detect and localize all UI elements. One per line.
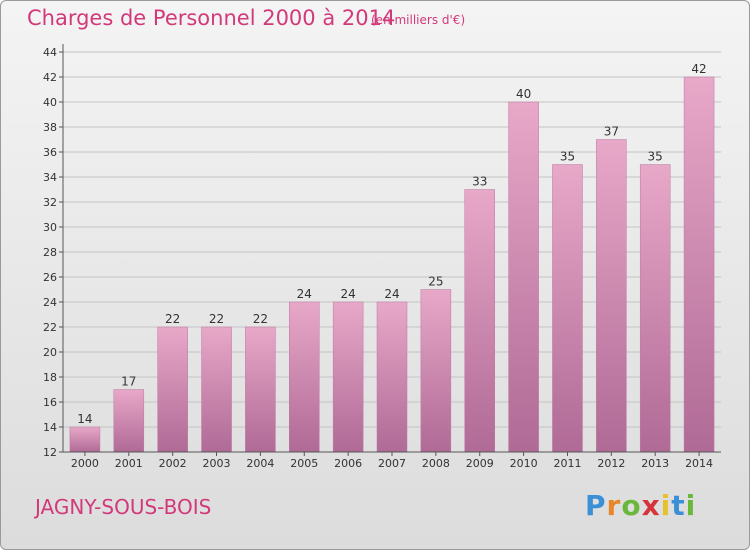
x-tick-label: 2007 <box>378 457 406 470</box>
y-tick-label: 44 <box>43 46 57 59</box>
bar-value-label: 37 <box>604 125 619 139</box>
y-tick-label: 34 <box>43 171 57 184</box>
bar <box>69 426 101 453</box>
bar-value-label: 22 <box>165 312 180 326</box>
bar <box>245 326 276 453</box>
bar <box>596 139 627 453</box>
bar <box>289 301 320 453</box>
bar-value-label: 22 <box>209 312 224 326</box>
x-tick-label: 2001 <box>115 457 143 470</box>
bar-value-label: 40 <box>516 87 531 101</box>
bar <box>464 189 495 453</box>
bar-value-label: 35 <box>648 150 663 164</box>
y-tick-label: 42 <box>43 71 57 84</box>
bar-value-label: 22 <box>253 312 268 326</box>
x-tick-label: 2014 <box>685 457 713 470</box>
bar <box>420 289 452 453</box>
x-tick-label: 2010 <box>510 457 538 470</box>
y-tick-label: 18 <box>43 371 57 384</box>
chart-title: Charges de Personnel 2000 à 2014 <box>27 6 396 30</box>
bar-value-label: 14 <box>77 412 92 426</box>
x-tick-label: 2011 <box>553 457 581 470</box>
bar <box>683 76 715 453</box>
bar-value-label: 35 <box>560 150 575 164</box>
bar-value-label: 42 <box>691 62 706 76</box>
y-tick-label: 20 <box>43 346 57 359</box>
x-tick-label: 2008 <box>422 457 450 470</box>
bar-value-label: 33 <box>472 175 487 189</box>
y-tick-label: 38 <box>43 121 57 134</box>
x-tick-label: 2009 <box>466 457 494 470</box>
y-tick-label: 24 <box>43 296 57 309</box>
bar-value-label: 24 <box>297 287 312 301</box>
bar <box>639 164 671 453</box>
bars: 14 17 22 22 22 24 24 24 25 33 40 35 37 35 42 <box>69 62 715 453</box>
x-tick-label: 2006 <box>334 457 362 470</box>
x-tick-label: 2012 <box>597 457 625 470</box>
x-tick-label: 2013 <box>641 457 669 470</box>
proxiti-logo: Proxiti <box>585 489 697 522</box>
axes: 12 14 16 18 20 22 24 26 28 30 32 34 36 38 40 42 44 2000 20… <box>43 44 721 470</box>
bar <box>332 301 364 453</box>
y-tick-label: 22 <box>43 321 57 334</box>
x-tick-label: 2004 <box>246 457 274 470</box>
y-tick-label: 12 <box>43 446 57 459</box>
bar-value-label: 24 <box>384 287 399 301</box>
x-tick-label: 2005 <box>290 457 318 470</box>
y-tick-label: 26 <box>43 271 57 284</box>
x-tick-label: 2000 <box>71 457 99 470</box>
y-tick-label: 14 <box>43 421 57 434</box>
bar <box>201 326 232 453</box>
bar-value-label: 24 <box>340 287 355 301</box>
y-tick-label: 28 <box>43 246 57 259</box>
y-tick-label: 40 <box>43 96 57 109</box>
bar <box>376 301 408 453</box>
x-tick-label: 2002 <box>159 457 187 470</box>
y-tick-label: 16 <box>43 396 57 409</box>
commune-name: JAGNY-SOUS-BOIS <box>35 495 212 519</box>
bar-value-label: 17 <box>121 375 136 389</box>
y-tick-label: 36 <box>43 146 57 159</box>
bar <box>113 389 145 453</box>
bar <box>157 326 188 453</box>
y-tick-label: 30 <box>43 221 57 234</box>
x-tick-label: 2003 <box>203 457 231 470</box>
y-tick-label: 32 <box>43 196 57 209</box>
bar-value-label: 25 <box>428 275 443 289</box>
bar <box>508 101 539 453</box>
chart-subtitle: (en milliers d'€) <box>371 13 466 27</box>
bar <box>552 164 583 453</box>
